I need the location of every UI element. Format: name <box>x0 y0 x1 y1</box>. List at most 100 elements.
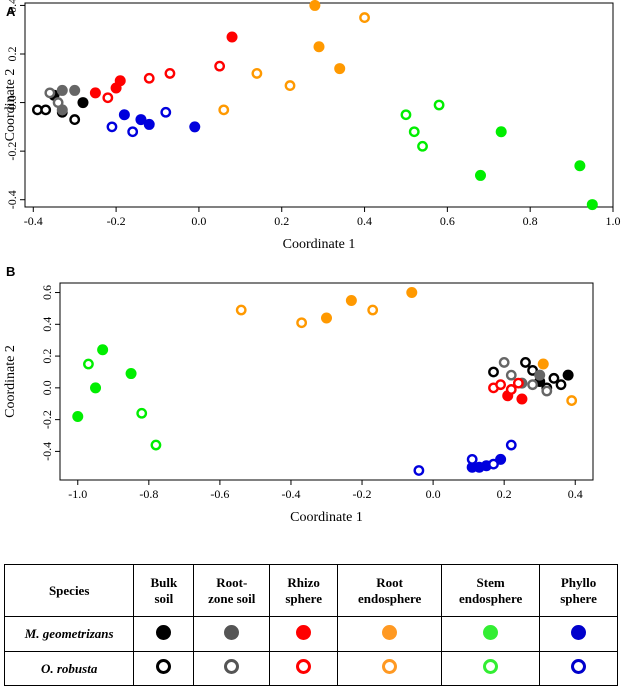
data-point-open <box>505 439 517 451</box>
legend-col-bulk-soil-line1: Bulk <box>150 574 178 590</box>
data-point-open <box>160 106 172 118</box>
data-point-open <box>218 104 230 116</box>
data-point-open <box>150 439 162 451</box>
chart-panel-a: A -0.4 -0.2 0.0 0.2 0.4 0.6 0.8 1.0 0.4 0.2 0.0 -0.2… <box>3 0 621 252</box>
legend-col-root-zone-soil: Root-zone soil <box>193 564 271 617</box>
data-point-open <box>214 60 226 72</box>
y-axis-title: Coordinate 2 <box>3 69 18 142</box>
data-point-filled <box>495 126 507 138</box>
data-point-open <box>102 92 114 104</box>
legend-col-bulk-soil: Bulk soil <box>133 564 195 617</box>
data-point-open <box>251 68 263 79</box>
data-point-filled <box>516 393 528 405</box>
x-tick-label: 0.8 <box>523 214 538 228</box>
data-point-filled <box>97 344 109 356</box>
data-point-open <box>359 12 370 23</box>
x-tick-label: 0.2 <box>274 214 289 228</box>
legend-col-root-endosphere-line2: endosphere <box>358 590 422 606</box>
data-point-filled <box>321 312 332 324</box>
plot-frame <box>59 282 594 481</box>
data-point-open <box>83 358 94 370</box>
data-point-filled <box>345 294 357 306</box>
legend-symbol-open <box>382 659 398 674</box>
legend-col-stem-endosphere-line1: Stem <box>476 574 505 590</box>
x-tick-label: -0.8 <box>139 487 158 501</box>
x-tick-label: 0.0 <box>191 214 206 228</box>
legend-col-rhizosphere-line1: Rhizo <box>287 574 320 590</box>
data-point-filled <box>586 199 598 211</box>
data-point-filled <box>89 87 101 99</box>
x-tick-label: 0.2 <box>497 487 512 501</box>
data-point-filled <box>69 84 81 96</box>
x-tick-label: -0.2 <box>353 487 372 501</box>
data-point-filled <box>574 160 586 172</box>
data-point-open <box>164 68 176 79</box>
y-axis-title: Coordinate 2 <box>3 345 18 418</box>
legend-symbol-filled <box>224 624 240 640</box>
x-axis-title: Coordinate 1 <box>290 510 363 525</box>
data-point-filled <box>135 114 147 126</box>
data-point-open <box>466 453 478 465</box>
data-point-open <box>284 80 296 91</box>
data-point-open <box>52 97 64 108</box>
legend-symbol-filled <box>382 624 398 640</box>
data-point-open <box>495 379 507 391</box>
legend-table: Species Bulk soil Root-zone soil Rhizo sph… <box>3 564 618 686</box>
data-point-filled <box>537 358 549 370</box>
legend-species-o-robusta: O. robusta <box>3 651 135 686</box>
legend-symbol-open <box>483 659 499 674</box>
legend-col-phyllosphere: Phyllo sphere <box>539 564 618 617</box>
legend-col-bulk-soil-line2: soil <box>154 590 174 606</box>
x-tick-label: -0.4 <box>24 214 43 228</box>
data-point-open <box>408 126 420 138</box>
y-tick-label: 0.4 <box>40 317 54 332</box>
data-point-filled <box>474 169 486 181</box>
data-point-filled <box>72 410 84 422</box>
y-tick-label: -0.2 <box>40 410 54 429</box>
legend-col-root-endosphere-line1: Root <box>376 574 404 590</box>
plot-frame <box>24 2 614 208</box>
y-tick-label: 0.2 <box>5 47 19 62</box>
legend-symbol-open <box>296 659 312 674</box>
legend-symbol-filled <box>571 624 587 640</box>
data-point-open <box>505 384 517 395</box>
data-point-open <box>44 87 56 99</box>
data-point-open <box>127 126 139 138</box>
legend-col-root-zone-soil-line1: Root- <box>216 574 248 590</box>
legend-header-row: Species Bulk soil Root-zone soil Rhizo sph… <box>3 564 618 617</box>
x-tick-label: -1.0 <box>68 487 87 501</box>
data-point-filled <box>90 382 102 394</box>
data-point-filled <box>125 368 137 380</box>
data-point-open <box>417 140 428 152</box>
x-tick-label: 0.0 <box>426 487 441 501</box>
panel-label: A <box>6 4 16 19</box>
legend-col-rhizosphere-line2: sphere <box>285 590 322 606</box>
data-point-open <box>40 104 52 116</box>
data-point-open <box>555 379 567 391</box>
data-point-open <box>143 72 155 84</box>
data-point-filled <box>562 369 574 381</box>
legend-col-root-endosphere: Root endosphere <box>337 564 443 617</box>
x-tick-label: 0.4 <box>568 487 583 501</box>
x-tick-label: -0.2 <box>107 214 126 228</box>
data-point-open <box>512 377 524 389</box>
data-point-open <box>566 395 578 406</box>
y-tick-label: 0.0 <box>5 95 19 110</box>
data-point-open <box>520 357 531 368</box>
data-point-filled <box>313 41 325 53</box>
legend-symbol-filled <box>156 624 172 640</box>
data-point-filled <box>56 84 68 96</box>
data-point-open <box>235 304 247 316</box>
y-tick-label: -0.4 <box>5 190 19 209</box>
legend-col-stem-endosphere: Stem endosphere <box>441 564 541 617</box>
legend-col-phyllosphere-line2: sphere <box>560 590 597 606</box>
data-point-filled <box>334 63 346 75</box>
data-point-open <box>106 121 118 133</box>
data-point-open <box>488 458 499 470</box>
y-tick-label: 0.4 <box>5 0 19 13</box>
legend-symbol-open <box>571 659 587 674</box>
data-point-open <box>400 109 412 121</box>
data-point-filled <box>110 82 122 94</box>
data-point-open <box>367 304 379 316</box>
data-point-filled <box>226 31 238 43</box>
